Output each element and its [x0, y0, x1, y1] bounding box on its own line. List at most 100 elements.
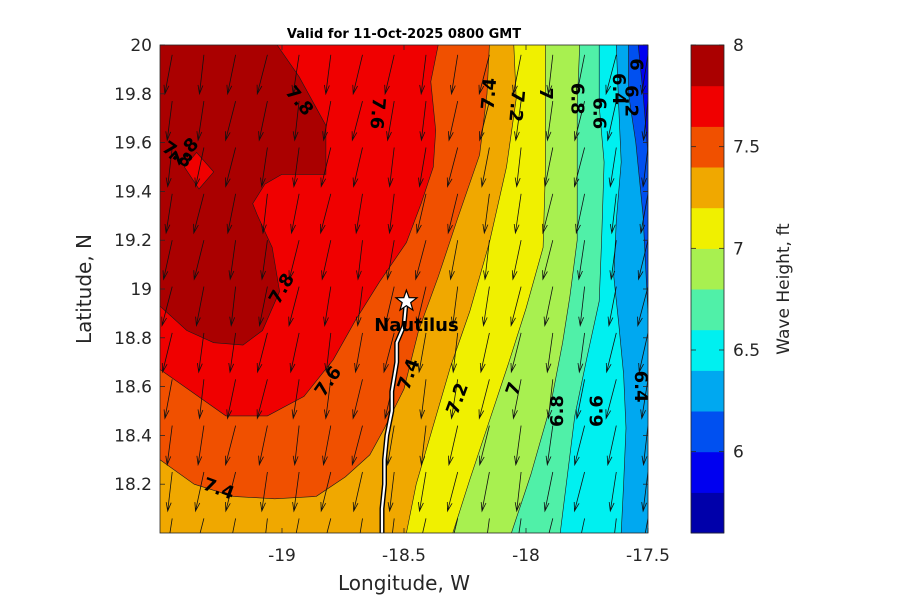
- contour-fills: [160, 45, 648, 533]
- vessel-position-star-icon: [394, 288, 419, 312]
- wave-arrow: [453, 518, 459, 533]
- wave-arrow: [354, 193, 363, 235]
- colorbar-swatch: [691, 126, 724, 168]
- wave-arrow: [546, 54, 554, 96]
- wave-arrow: [637, 286, 648, 327]
- vessel-track: Nautilus: [374, 288, 459, 533]
- wave-arrow: [581, 518, 585, 533]
- wave-arrow: [546, 379, 554, 420]
- wave-arrow: [514, 101, 522, 142]
- contour-line-6.4: [613, 45, 627, 533]
- wave-arrow: [258, 286, 268, 328]
- wave-arrow: [605, 54, 617, 96]
- wave-arrow: [608, 147, 617, 188]
- wave-arrow: [487, 518, 490, 533]
- wave-arrow: [419, 379, 427, 420]
- colorbar-tick-label: 8: [733, 36, 744, 56]
- wave-arrow: [638, 332, 648, 374]
- wave-arrow: [194, 147, 205, 188]
- colorbar-label: Wave Height, ft: [774, 223, 794, 355]
- contour-label: 6.8: [567, 83, 588, 115]
- contour-line-6.2: [628, 45, 648, 314]
- wave-arrow: [164, 193, 173, 235]
- contour-label: 6.6: [589, 97, 610, 129]
- contour-labels: 7.87.87.87.87.67.67.47.47.47.27.2776.86.…: [160, 58, 651, 504]
- wave-arrow: [291, 54, 300, 96]
- wave-arrow: [451, 332, 459, 374]
- wave-arrow: [478, 379, 490, 420]
- wave-arrow: [575, 379, 585, 420]
- chart-title: Valid for 11-Oct-2025 0800 GMT: [287, 27, 521, 42]
- wave-arrow: [575, 54, 585, 96]
- wave-arrow: [392, 518, 395, 533]
- wave-arrow: [614, 518, 617, 533]
- wave-arrow: [324, 379, 332, 420]
- wave-arrow: [196, 425, 205, 467]
- wave-arrow: [355, 286, 363, 328]
- x-tick-label: -19: [268, 546, 296, 566]
- y-axis-label: Latitude, N: [72, 234, 96, 344]
- wave-arrow: [386, 240, 395, 281]
- wave-arrow: [165, 425, 173, 467]
- wave-arrow: [637, 240, 648, 281]
- colorbar-swatch: [691, 411, 724, 453]
- wave-arrow: [387, 193, 395, 235]
- wave-arrow: [479, 101, 490, 142]
- plot-area: Nautilus 7.87.87.87.87.67.67.47.47.47.27…: [160, 45, 651, 533]
- wave-arrow: [641, 147, 648, 188]
- contour-label: 6.4: [608, 73, 629, 105]
- wave-arrow: [324, 332, 332, 374]
- wave-arrow: [258, 425, 268, 467]
- contour-line-7.8: [160, 45, 327, 346]
- wave-arrow: [577, 332, 585, 374]
- wave-arrow: [356, 240, 363, 281]
- wave-arrow: [419, 54, 427, 96]
- wave-arrow: [225, 101, 236, 142]
- wave-arrow: [510, 332, 522, 374]
- y-tick-label: 18.6: [114, 378, 152, 398]
- colorbar-swatch: [691, 370, 724, 412]
- wave-arrow: [228, 332, 236, 374]
- wave-arrow: [292, 471, 300, 513]
- colorbar-tick-label: 7.5: [733, 138, 760, 158]
- y-tick-label: 18.8: [114, 329, 152, 349]
- contour-label: 6.4: [630, 371, 651, 403]
- wave-arrow: [543, 286, 554, 328]
- wave-arrow: [323, 286, 332, 328]
- contour-line-7.6: [160, 45, 439, 417]
- wave-arrow: [322, 425, 332, 467]
- wave-arrow: [577, 240, 585, 281]
- wave-arrow: [193, 240, 205, 281]
- wave-arrow: [292, 425, 300, 467]
- wave-arrow: [478, 54, 490, 96]
- wave-arrow: [548, 518, 554, 533]
- wave-arrow: [542, 240, 554, 281]
- contour-lines: [160, 45, 648, 533]
- wave-arrow: [232, 518, 236, 533]
- wave-arrow: [605, 332, 617, 374]
- wave-arrow: [162, 240, 173, 281]
- wave-arrow: [256, 379, 268, 420]
- wave-arrow: [261, 193, 268, 235]
- contour-label: 7.4: [478, 77, 502, 111]
- colorbar-swatch: [691, 329, 724, 371]
- wave-arrow: [199, 518, 205, 533]
- contour-line-7: [452, 45, 546, 533]
- wave-arrow: [196, 101, 205, 142]
- wave-arrow: [320, 471, 332, 513]
- wave-arrow: [165, 147, 173, 188]
- contour-label: 6.6: [586, 395, 607, 427]
- wave-arrow: [511, 240, 522, 281]
- x-tick-label: -17.5: [626, 546, 670, 566]
- wave-arrow: [419, 101, 427, 142]
- wave-arrow: [195, 286, 205, 328]
- wave-arrow: [321, 240, 332, 281]
- colorbar-swatch: [691, 207, 724, 249]
- wave-arrow: [605, 379, 617, 420]
- wave-arrow: [641, 101, 648, 142]
- wave-arrow: [260, 147, 268, 188]
- wave-arrow: [479, 425, 490, 467]
- wave-arrow: [197, 379, 205, 420]
- wave-arrow: [161, 332, 173, 374]
